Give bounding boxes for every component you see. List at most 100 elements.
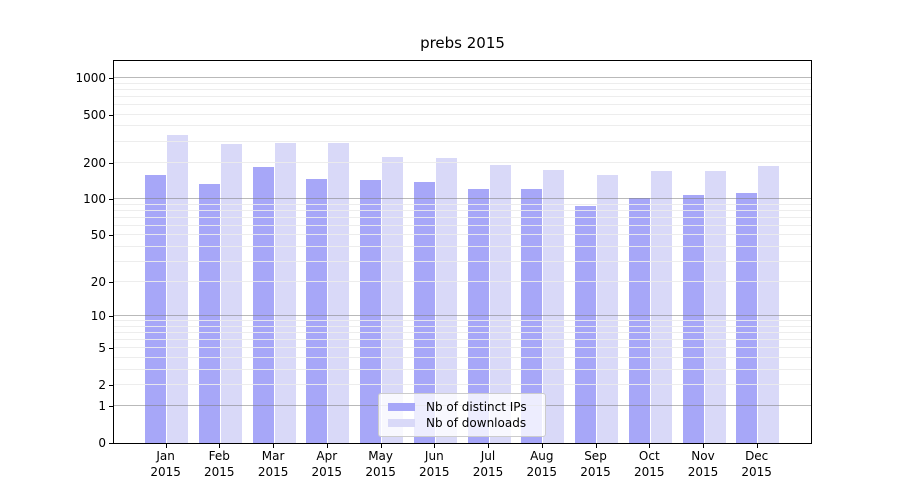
gridline-minor [114,368,811,370]
gridline-major [114,315,811,317]
x-tick-mark [649,444,651,448]
bar-distinct-ips [413,181,435,443]
y-tick-mark [109,282,113,284]
legend-item-downloads: Nb of downloads [388,416,536,430]
gridline-major [114,198,811,200]
gridline-minor [114,384,811,385]
y-tick-label: 10 [90,309,106,324]
gridline-minor [114,95,811,97]
x-tick-mark [703,444,704,448]
x-tick-mark [273,444,275,448]
y-tick-mark [109,162,113,164]
bar-distinct-ips [360,179,382,443]
bar-downloads [597,174,619,443]
y-tick-mark [109,385,113,386]
gridline-minor [114,82,811,84]
gridline-minor [114,320,811,322]
y-tick-label: 2 [98,378,106,392]
gridline-minor [114,113,811,115]
bar-downloads [274,142,296,443]
y-tick-label: 20 [90,275,106,290]
gridline-minor [114,332,811,334]
x-tick-label: Sep 2015 [580,449,611,479]
gridline-minor [114,216,811,218]
x-tick-label: Apr 2015 [311,449,343,479]
downloads-swatch-icon [388,419,415,428]
x-tick-label: May 2015 [365,449,396,479]
y-tick-mark [109,114,113,116]
x-tick-label: Jan 2015 [150,449,181,479]
y-tick-mark [109,199,113,201]
y-tick-mark [109,406,113,408]
legend-label: Nb of distinct IPs [426,399,527,414]
bar-distinct-ips [736,192,758,443]
gridline-minor [114,103,811,105]
y-tick-label: 1000 [75,71,106,85]
x-tick-label: Feb 2015 [204,449,235,479]
y-tick-label: 200 [83,155,106,170]
x-tick-label: Mar 2015 [257,449,289,479]
y-tick-mark [109,78,113,79]
bar-downloads [435,157,457,443]
gridline-minor [114,234,811,236]
y-tick-mark [109,443,113,444]
bar-distinct-ips [145,174,167,443]
gridline-minor [114,260,811,262]
gridline-minor [114,209,811,211]
y-tick-label: 500 [83,107,106,122]
y-tick-mark [109,348,113,350]
gridline-minor [114,88,811,90]
plot-area [113,60,812,444]
bar-downloads [543,170,565,443]
gridline-minor [114,161,811,163]
x-tick-mark [219,444,221,448]
bar-distinct-ips [575,205,597,443]
gridline-minor [114,203,811,205]
bar-distinct-ips [198,183,220,443]
bar-downloads [328,142,350,443]
bar-distinct-ips [252,167,274,443]
gridline-minor [114,224,811,226]
bar-downloads [167,134,189,443]
y-tick-label: 0 [98,436,106,450]
x-tick-mark [380,444,382,448]
y-tick-label: 5 [98,341,106,356]
gridline-minor [114,339,811,341]
x-tick-mark [434,444,436,448]
bar-downloads [650,170,672,443]
x-tick-label: Nov 2015 [687,449,719,479]
bar-downloads [489,164,511,443]
x-tick-mark [756,444,758,448]
bar-downloads [758,166,780,443]
x-tick-label: Jul 2015 [472,449,504,479]
y-tick-label: 50 [90,228,106,243]
gridline-major [114,77,811,78]
y-tick-mark [109,316,113,318]
bar-distinct-ips [682,195,704,443]
x-tick-mark [488,444,489,448]
gridline-minor [114,347,811,349]
x-tick-label: Dec 2015 [741,449,772,479]
x-tick-label: Aug 2015 [526,449,558,479]
bar-downloads [382,156,404,443]
legend-label: Nb of downloads [426,416,527,431]
bar-downloads [704,171,726,443]
y-tick-mark [109,235,113,237]
gridline-minor [114,140,811,142]
chart-title: prebs 2015 [420,34,505,52]
x-tick-mark [326,444,328,448]
bar-distinct-ips [306,178,328,443]
bar-downloads [220,143,242,443]
gridline-minor [114,245,811,247]
x-tick-mark [595,444,597,448]
gridline-minor [114,281,811,283]
gridline-minor [114,357,811,358]
y-tick-label: 1 [98,399,106,414]
legend: Nb of distinct IPs Nb of downloads [378,393,546,437]
x-tick-label: Oct 2015 [634,449,665,479]
distinct-ips-swatch-icon [388,402,415,411]
x-tick-label: Jun 2015 [419,449,450,479]
gridline-minor [114,325,811,327]
legend-item-distinct-ips: Nb of distinct IPs [388,400,536,414]
